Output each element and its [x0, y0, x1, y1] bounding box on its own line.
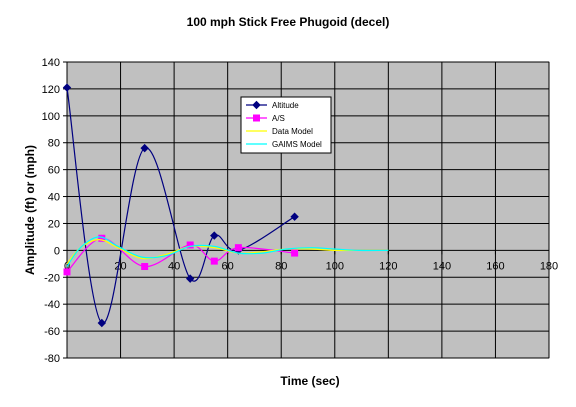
data-point-altitude: [185, 274, 195, 283]
series-line-data-model: [66, 238, 389, 265]
data-point-altitude: [140, 143, 149, 153]
x-tick-label: 80: [275, 260, 287, 272]
series-data-model: [66, 238, 389, 265]
data-point-a-s: [210, 257, 218, 265]
y-tick-label: 60: [48, 165, 60, 177]
data-point-altitude: [62, 83, 72, 92]
series-gaims-model: [66, 236, 389, 267]
series-line-altitude: [66, 87, 295, 324]
y-tick-label: -40: [44, 299, 60, 311]
legend-item-altitude: Altitude: [246, 100, 299, 110]
legend-item-a-s: A/S: [246, 114, 285, 123]
chart-title: 100 mph Stick Free Phugoid (decel): [187, 15, 390, 29]
y-tick-label: -80: [44, 353, 60, 365]
data-point-a-s: [186, 241, 194, 249]
y-tick-label: 20: [48, 218, 60, 230]
data-point-a-s: [63, 268, 71, 276]
x-tick-label: 60: [222, 260, 234, 272]
y-tick-label: -60: [44, 326, 60, 338]
data-point-a-s: [141, 263, 149, 271]
x-tick-label: 120: [379, 260, 397, 272]
series-line-gaims-model: [66, 236, 389, 267]
legend-label: A/S: [272, 114, 285, 123]
legend-label: Data Model: [272, 127, 313, 136]
data-point-a-s: [234, 244, 242, 252]
legend-swatch-marker: [252, 100, 261, 110]
x-axis-title: Time (sec): [280, 374, 339, 388]
legend-item-data-model: Data Model: [246, 127, 313, 136]
data-point-a-s: [291, 249, 299, 257]
y-axis-title: Amplitude (ft) or (mph): [23, 145, 37, 275]
legend-item-gaims-model: GAIMS Model: [246, 140, 322, 149]
y-tick-label: 80: [48, 138, 60, 150]
x-tick-label: 20: [114, 260, 126, 272]
data-point-altitude: [97, 318, 107, 328]
x-tick-label: 100: [326, 260, 344, 272]
y-tick-label: 40: [48, 192, 60, 204]
x-tick-label: 40: [168, 260, 180, 272]
legend-label: Altitude: [272, 101, 299, 110]
y-tick-label: 0: [54, 245, 60, 257]
x-tick-label: 160: [486, 260, 504, 272]
y-tick-label: 140: [42, 57, 60, 69]
legend-swatch-marker: [253, 114, 260, 122]
data-point-altitude: [290, 212, 299, 221]
y-tick-label: 100: [42, 111, 60, 123]
y-tick-label: 120: [42, 84, 60, 96]
y-tick-label: -20: [44, 272, 60, 284]
x-tick-label: 140: [433, 260, 451, 272]
x-tick-label: 180: [540, 260, 558, 272]
legend: Altitude A/S Data Model GAIMS Model: [240, 96, 332, 154]
data-point-altitude: [210, 231, 219, 240]
series-a-s: [63, 234, 299, 276]
legend-label: GAIMS Model: [272, 140, 322, 149]
